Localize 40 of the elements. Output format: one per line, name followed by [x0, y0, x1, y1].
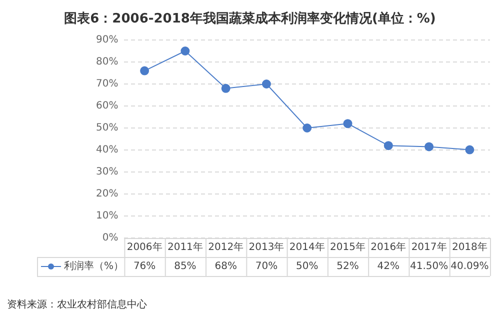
x-tick-label: 2011年 — [167, 241, 203, 254]
data-label: 42% — [377, 261, 400, 272]
data-label: 68% — [214, 261, 237, 272]
data-label: 52% — [336, 261, 359, 272]
y-tick-label: 30% — [96, 166, 118, 178]
x-tick-label: 2013年 — [248, 241, 284, 254]
point — [384, 141, 393, 150]
point — [302, 124, 312, 132]
x-tick-label: 2014年 — [289, 241, 325, 254]
point — [465, 145, 474, 154]
point — [424, 142, 434, 152]
x-tick-label: 2016年 — [370, 241, 406, 254]
x-tick-label: 2017年 — [411, 241, 447, 254]
data-label: 76% — [133, 261, 156, 272]
x-tick-label: 2015年 — [330, 241, 366, 254]
data-label: 70% — [255, 261, 278, 272]
point — [221, 84, 230, 93]
point — [180, 46, 190, 56]
data-label: 50% — [296, 261, 318, 272]
y-tick-label: 10% — [96, 210, 118, 222]
point — [262, 80, 271, 88]
x-tick-label: 2018年 — [452, 241, 488, 254]
y-tick-label: 40% — [96, 144, 118, 156]
data-label: 85% — [174, 261, 196, 272]
y-tick-label: 20% — [96, 188, 118, 200]
y-tick-label: 0% — [102, 232, 118, 244]
data-label: 41.50% — [410, 261, 448, 272]
point — [140, 66, 150, 76]
y-tick-label: 70% — [96, 78, 118, 90]
y-tick-label: 80% — [96, 56, 118, 68]
y-tick-label: 50% — [96, 122, 118, 134]
chart-title: 图表6：2006-2018年我国蔬菜成本利润率变化情况(单位：%) — [64, 10, 436, 26]
legend-label: 利润率（%） — [64, 260, 124, 272]
point — [343, 119, 352, 128]
data-label: 40.09% — [450, 261, 489, 272]
x-tick-label: 2012年 — [208, 241, 244, 254]
text: 资料来源：农业农村部信息中心 — [7, 298, 147, 311]
y-tick-label: 60% — [96, 100, 118, 112]
y-tick-label: 90% — [96, 34, 118, 46]
x-tick-label: 2006年 — [126, 241, 162, 254]
